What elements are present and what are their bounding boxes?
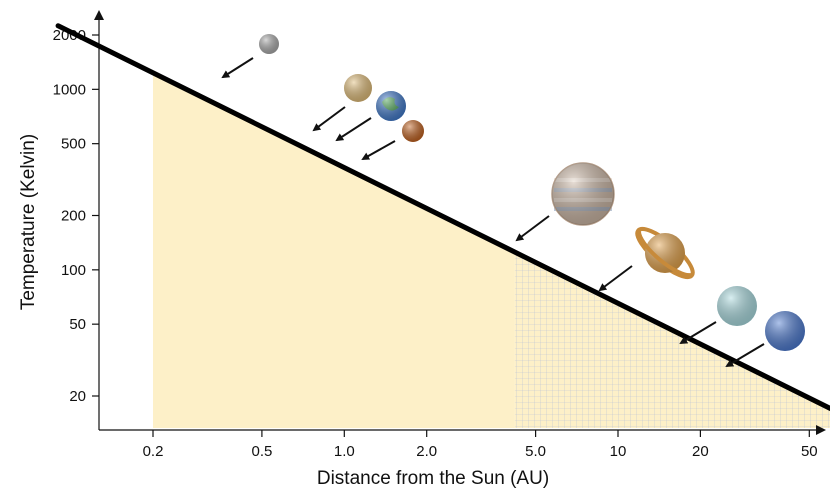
x-tick-label: 10	[610, 443, 627, 460]
x-tick-label: 50	[801, 443, 818, 460]
x-tick-label: 2.0	[416, 443, 437, 460]
temperature-line	[55, 23, 830, 412]
mars-icon	[402, 120, 424, 142]
earth-icon	[376, 91, 406, 121]
x-axis-title: Distance from the Sun (AU)	[317, 468, 549, 489]
y-tick-label: 500	[61, 136, 86, 153]
pointer-arrow	[679, 321, 717, 345]
terrestrial-region	[153, 72, 515, 428]
pointer-arrow	[598, 265, 633, 292]
x-tick-label: 1.0	[334, 443, 355, 460]
y-axis-arrow	[94, 10, 104, 20]
y-tick-label: 20	[69, 388, 86, 405]
pointer-arrow	[221, 57, 254, 79]
x-tick-label: 0.5	[251, 443, 272, 460]
shaded-regions	[153, 72, 830, 428]
venus-icon	[344, 74, 372, 102]
y-tick-label: 50	[69, 316, 86, 333]
planets-layer	[221, 34, 805, 368]
gas-giant-region	[514, 252, 830, 428]
series-layer	[55, 23, 830, 412]
y-tick-label: 100	[61, 262, 86, 279]
x-tick-label: 20	[692, 443, 709, 460]
pointer-arrow	[361, 140, 396, 160]
x-axis-arrow	[816, 425, 826, 435]
x-tick-label: 0.2	[143, 443, 164, 460]
neptune-icon	[765, 311, 805, 351]
y-axis-title: Temperature (Kelvin)	[18, 134, 39, 310]
y-ticks: 2000 1000 500 200 100 50 20	[53, 27, 99, 405]
pointer-arrow	[335, 117, 372, 142]
jupiter-icon	[551, 162, 615, 226]
pointer-arrow	[725, 343, 765, 368]
y-tick-label: 200	[61, 208, 86, 225]
uranus-icon	[717, 286, 757, 326]
pointer-arrow	[312, 106, 346, 132]
y-tick-label: 2000	[53, 27, 86, 44]
mercury-icon	[259, 34, 279, 54]
x-tick-label: 5.0	[525, 443, 546, 460]
y-tick-label: 1000	[53, 81, 86, 98]
x-ticks: 0.2 0.5 1.0 2.0 5.0 10 20 50	[143, 430, 818, 460]
pointer-arrow	[515, 215, 550, 242]
saturn-icon	[635, 226, 695, 280]
